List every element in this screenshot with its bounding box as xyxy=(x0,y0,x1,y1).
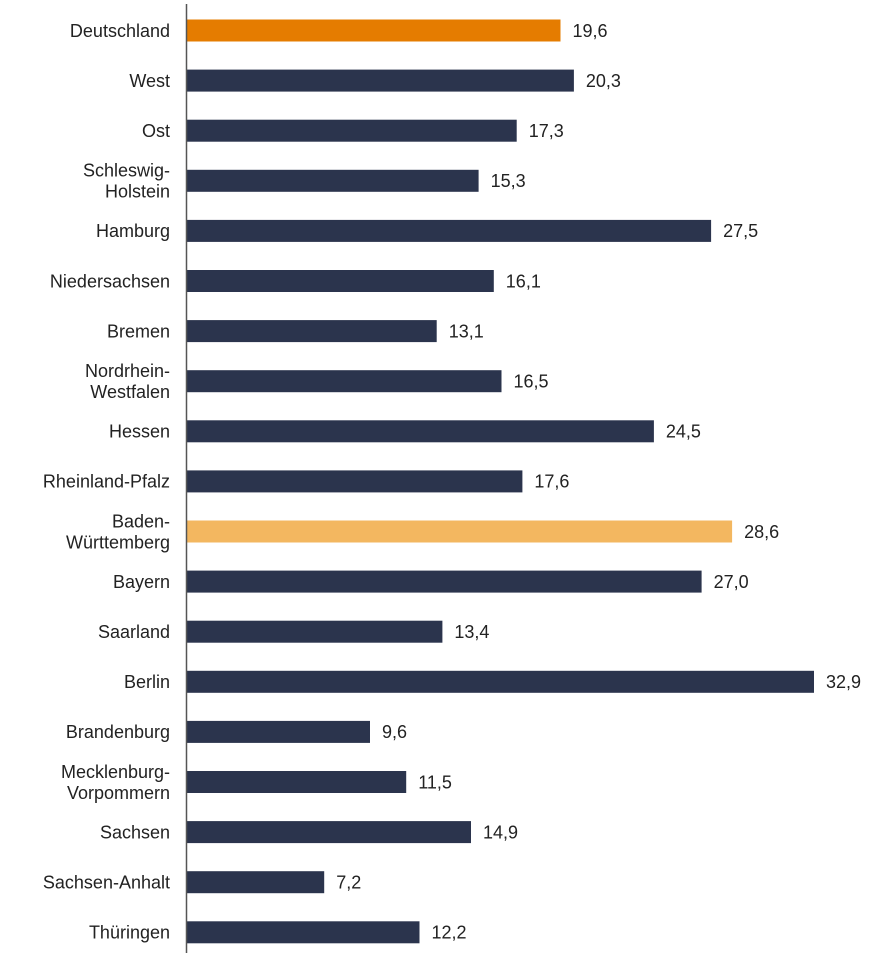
category-labels: Deutschland West Ost Schleswig-Holstein Hamb… xyxy=(43,21,170,943)
bar xyxy=(187,69,574,92)
category-label: Nordrhein-Westfalen xyxy=(85,361,170,402)
value-label: 17,3 xyxy=(529,121,564,141)
value-label: 11,5 xyxy=(418,772,452,792)
value-label: 14,9 xyxy=(483,822,518,842)
category-label: Deutschland xyxy=(70,21,170,41)
value-label: 15,3 xyxy=(491,171,526,191)
category-label: Saarland xyxy=(98,622,170,642)
bar xyxy=(187,871,325,894)
bar xyxy=(187,470,523,493)
value-label: 20,3 xyxy=(586,71,621,91)
category-label: Thüringen xyxy=(89,923,170,943)
bar xyxy=(187,520,733,543)
bar xyxy=(187,219,712,242)
category-label: Rheinland-Pfalz xyxy=(43,472,170,492)
bar xyxy=(187,720,370,743)
bar xyxy=(187,821,471,844)
category-label: Mecklenburg-Vorpommern xyxy=(61,762,170,803)
bars xyxy=(187,19,814,944)
bar xyxy=(187,19,561,42)
bar xyxy=(187,169,479,192)
category-label: Berlin xyxy=(124,672,170,692)
value-label: 13,1 xyxy=(449,321,484,341)
bar xyxy=(187,370,502,393)
category-label: Niedersachsen xyxy=(50,271,170,291)
value-label: 24,5 xyxy=(666,422,701,442)
value-label: 19,6 xyxy=(573,21,608,41)
value-label: 13,4 xyxy=(454,622,489,642)
value-label: 12,2 xyxy=(432,923,467,943)
value-labels: 19,6 20,3 17,3 15,3 27,5 16,1 13,1 16,5 24,5 17,6… xyxy=(336,21,861,943)
category-label: Baden-Württemberg xyxy=(66,511,170,552)
category-label: Sachsen-Anhalt xyxy=(43,873,170,893)
bar xyxy=(187,119,517,142)
bar xyxy=(187,771,407,793)
value-label: 7,2 xyxy=(336,873,361,893)
category-label: Bayern xyxy=(113,572,170,592)
category-label: Brandenburg xyxy=(66,722,170,742)
value-label: 28,6 xyxy=(744,522,779,542)
bar xyxy=(187,570,702,593)
bar xyxy=(187,620,443,643)
value-label: 9,6 xyxy=(382,722,407,742)
category-label: West xyxy=(129,71,170,91)
bar xyxy=(187,270,494,292)
category-label: Schleswig-Holstein xyxy=(83,161,170,202)
value-label: 16,5 xyxy=(514,372,549,392)
category-label: Ost xyxy=(142,121,170,141)
value-label: 16,1 xyxy=(506,271,541,291)
bar xyxy=(187,670,814,693)
bar xyxy=(187,420,654,443)
value-label: 32,9 xyxy=(826,672,861,692)
category-label: Bremen xyxy=(107,321,170,341)
category-label: Sachsen xyxy=(100,822,170,842)
value-label: 17,6 xyxy=(534,472,569,492)
bar xyxy=(187,921,420,944)
value-label: 27,0 xyxy=(714,572,749,592)
category-label: Hamburg xyxy=(96,221,170,241)
category-label: Hessen xyxy=(109,422,170,442)
value-label: 27,5 xyxy=(723,221,758,241)
bar xyxy=(187,320,437,343)
